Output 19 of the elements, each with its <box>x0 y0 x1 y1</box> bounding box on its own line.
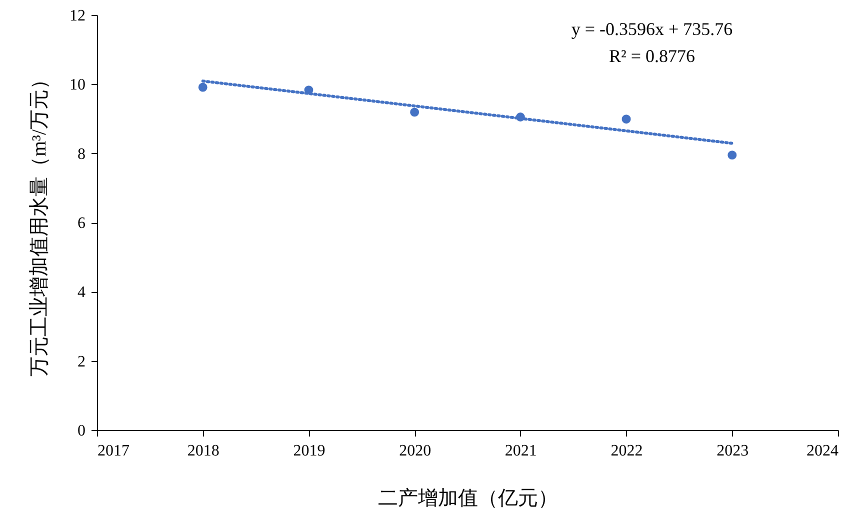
x-tick-label: 2022 <box>610 442 643 460</box>
x-tick-label: 2019 <box>293 442 326 460</box>
x-tick-label: 2017 <box>98 442 130 460</box>
annotation: y = -0.3596x + 735.76 <box>571 19 733 39</box>
y-tick-label: 6 <box>78 215 86 232</box>
y-tick-label: 8 <box>78 146 86 163</box>
annotation: R² = 0.8776 <box>608 46 696 66</box>
x-tick-label: 2021 <box>504 442 537 460</box>
y-tick-label: 4 <box>78 284 86 302</box>
y-tick-label: 2 <box>78 353 86 370</box>
x-tick-label: 2018 <box>187 442 220 460</box>
x-tick-label: 2023 <box>716 442 749 460</box>
y-tick-label: 12 <box>70 8 86 24</box>
y-axis-title: 万元工业增加值用水量（m³/万元） <box>28 69 50 377</box>
y-tick-label: 10 <box>70 76 86 94</box>
x-axis-title: 二产增加值（亿元） <box>378 488 558 510</box>
x-tick-label: 2020 <box>399 442 432 460</box>
y-tick-label: 0 <box>78 422 86 440</box>
x-tick-label: 2024 <box>806 442 838 460</box>
